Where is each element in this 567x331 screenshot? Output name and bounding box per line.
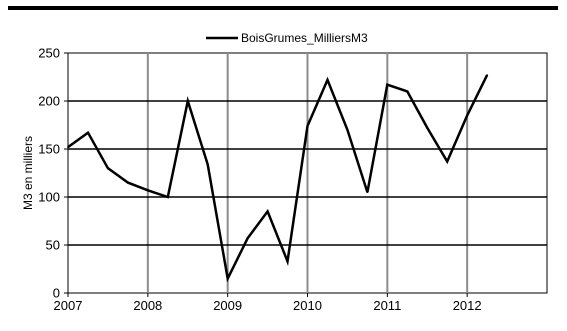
y-tick-label: 250 bbox=[38, 46, 60, 61]
data-point bbox=[466, 114, 468, 117]
top-border-rule bbox=[8, 6, 558, 10]
x-tick-label: 2010 bbox=[293, 298, 322, 313]
x-axis-ticks: 2007 2008 2009 2010 2011 2012 bbox=[54, 293, 482, 313]
data-point bbox=[107, 167, 109, 169]
data-point bbox=[186, 100, 189, 102]
data-point bbox=[406, 90, 409, 93]
data-point bbox=[67, 146, 69, 148]
x-tick-label: 2009 bbox=[213, 298, 242, 313]
y-tick-label: 0 bbox=[53, 286, 60, 301]
legend-label: BoisGrumes_MilliersM3 bbox=[241, 31, 368, 45]
data-point bbox=[206, 163, 209, 166]
x-tick-label: 2007 bbox=[54, 298, 83, 313]
data-point bbox=[226, 277, 229, 280]
y-tick-label: 150 bbox=[38, 142, 60, 157]
data-point bbox=[326, 79, 329, 81]
y-tick-label: 200 bbox=[38, 94, 60, 109]
y-tick-label: 100 bbox=[38, 190, 60, 205]
data-point bbox=[147, 189, 149, 192]
data-point bbox=[127, 181, 129, 184]
data-point bbox=[486, 74, 488, 76]
series-line bbox=[67, 74, 489, 283]
y-tick-label: 50 bbox=[46, 238, 60, 253]
vertical-gridlines bbox=[146, 53, 469, 293]
data-point bbox=[366, 191, 369, 193]
x-tick-label: 2012 bbox=[453, 298, 482, 313]
x-tick-label: 2011 bbox=[373, 298, 401, 313]
x-tick-label: 2008 bbox=[133, 298, 162, 313]
data-point bbox=[166, 196, 169, 198]
data-point bbox=[386, 83, 389, 86]
y-axis-label: M3 en milliers bbox=[21, 136, 35, 210]
data-point bbox=[306, 125, 309, 127]
legend: BoisGrumes_MilliersM3 bbox=[206, 31, 368, 45]
data-point bbox=[246, 237, 249, 240]
data-point bbox=[266, 210, 269, 213]
horizontal-gridlines bbox=[68, 100, 547, 246]
data-point bbox=[346, 129, 349, 131]
data-point bbox=[426, 127, 429, 129]
series-layer bbox=[67, 74, 489, 283]
data-point bbox=[286, 260, 289, 263]
data-point bbox=[446, 160, 449, 163]
y-axis-ticks: 0 50 100 150 200 250 bbox=[38, 46, 68, 301]
data-point bbox=[87, 131, 89, 134]
